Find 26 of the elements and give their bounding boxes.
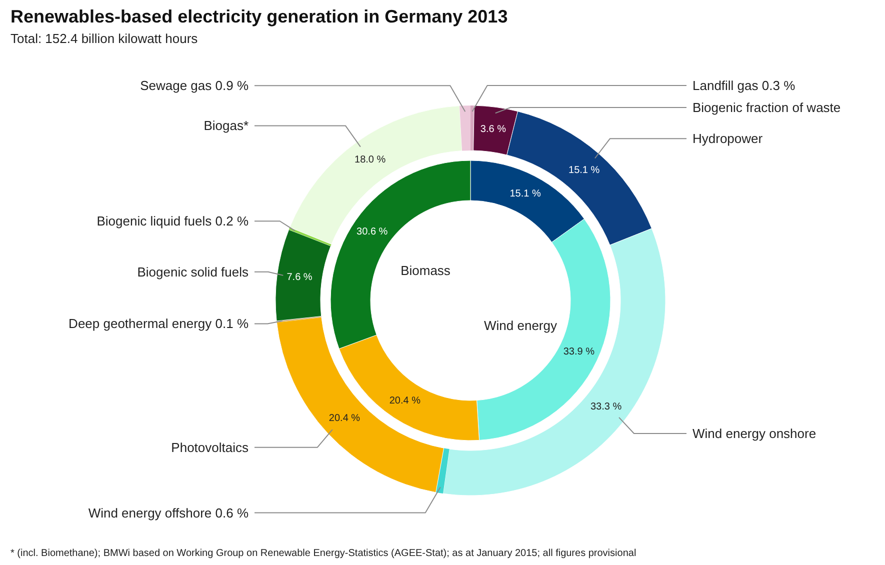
data-label: 33.3 %: [590, 402, 622, 413]
slice-label: Biogenic solid fuels: [137, 264, 249, 280]
slice-label: Biogenic fraction of waste: [692, 100, 841, 116]
slice-label: Hydropower: [692, 131, 764, 146]
slice-label: Wind energy onshore: [692, 426, 816, 441]
data-label: 30.6 %: [356, 226, 388, 238]
slice-label: Biogas*: [204, 118, 249, 134]
slice-label: Sewage gas 0.9 %: [140, 78, 249, 94]
slice-label: Landfill gas 0.3 %: [692, 78, 796, 94]
text: * (incl. Biomethane); BMWi based on Working Group on Renewable Energy-Statistics (AGEE-Stat); as at January 2015; all figures provisional: [10, 548, 636, 559]
chart-title: Renewables-based electricity generation in Germany 2013: [10, 6, 508, 26]
slice-label: Wind energy offshore 0.6 %: [88, 505, 249, 520]
text: Wind energy: [484, 318, 558, 333]
slice-label: Photovoltaics: [171, 440, 249, 455]
data-label: 20.4 %: [328, 412, 360, 424]
chart-subtitle: Total: 152.4 billion kilowatt hours: [10, 31, 198, 46]
data-label: 3.6 %: [480, 124, 506, 135]
text: Biomass: [400, 263, 451, 278]
slice-label: Deep geothermal energy 0.1 %: [68, 316, 249, 332]
data-label: 20.4 %: [389, 396, 421, 407]
data-label: 18.0 %: [354, 154, 386, 166]
data-label: 15.1 %: [510, 188, 541, 200]
data-label: 7.6 %: [286, 272, 312, 284]
data-label: 15.1 %: [568, 165, 600, 176]
slice-label: Biogenic liquid fuels 0.2 %: [96, 214, 249, 229]
data-label: 33.9 %: [563, 346, 595, 358]
